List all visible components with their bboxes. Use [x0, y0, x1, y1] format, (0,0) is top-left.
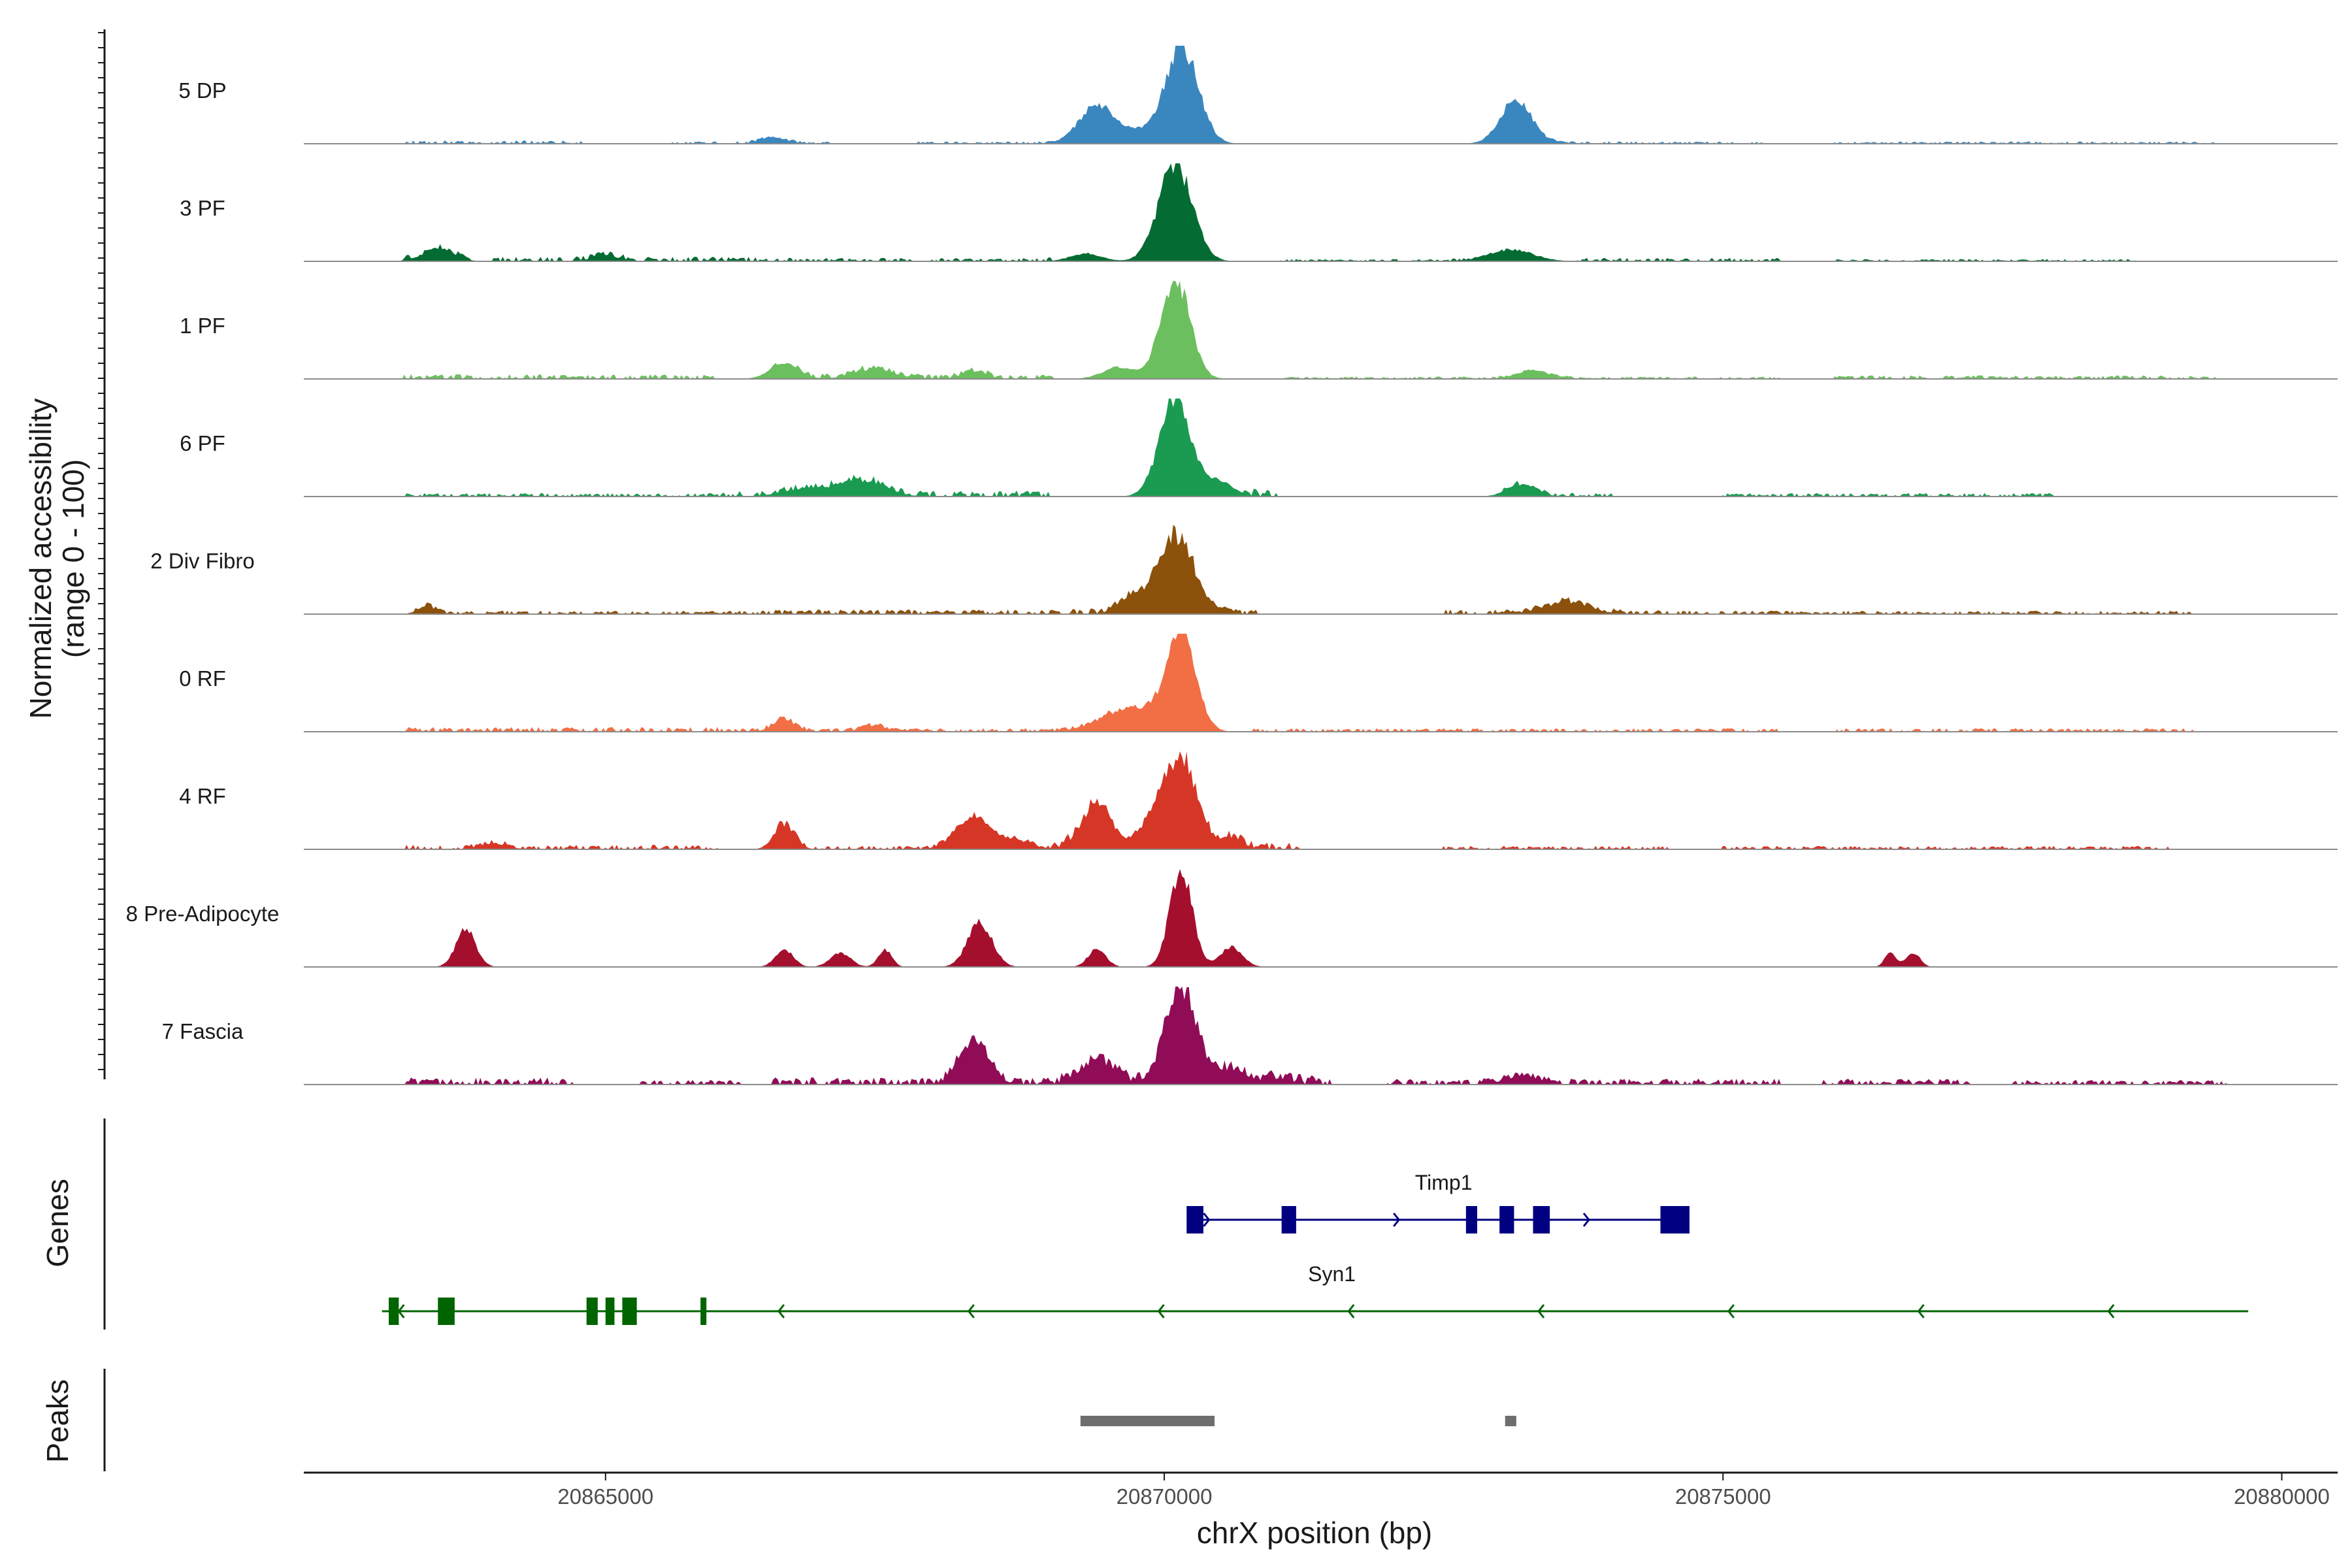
gene-label-timp1: Timp1: [1415, 1171, 1473, 1194]
strand-arrow-icon: [777, 1304, 785, 1318]
peak-region: [1505, 1416, 1516, 1426]
gene-syn1: Syn1: [382, 1262, 2249, 1325]
exon: [1499, 1206, 1514, 1233]
exon: [438, 1298, 455, 1325]
track-label-1-pf: 1 PF: [180, 314, 225, 338]
track-labels: 5 DP 3 PF 1 PF 6 PF 2 Div Fibro 0 RF 4 RF 8 Pre…: [126, 78, 280, 1043]
exon: [605, 1298, 615, 1325]
genes-panel: Timp1 Syn1: [382, 1171, 2249, 1325]
coverage-area-7-fascia: [304, 987, 2338, 1085]
peaks-panel-title: Peaks: [41, 1379, 74, 1463]
coverage-area-4-rf: [304, 751, 2338, 849]
x-tick-label: 20875000: [1675, 1484, 1771, 1509]
track-label-7-fascia: 7 Fascia: [162, 1019, 244, 1043]
gene-timp1: Timp1: [1186, 1171, 1690, 1233]
track-label-4-rf: 4 RF: [179, 784, 226, 808]
x-tick-label: 20880000: [2234, 1484, 2330, 1509]
coverage-area-8-pre-adipocyte: [304, 869, 2338, 967]
strand-arrow-icon: [1917, 1304, 1925, 1318]
strand-arrow-icon: [2107, 1304, 2115, 1318]
x-tick-label: 20865000: [557, 1484, 653, 1509]
peak-region: [1080, 1416, 1215, 1426]
strand-arrow-icon: [1157, 1304, 1165, 1318]
strand-arrow-icon: [1582, 1213, 1590, 1227]
strand-arrow-icon: [967, 1304, 975, 1318]
track-label-6-pf: 6 PF: [180, 431, 225, 455]
coverage-tracks: [304, 46, 2338, 1085]
strand-arrow-icon: [1393, 1213, 1401, 1227]
x-axis-title: chrX position (bp): [1197, 1516, 1433, 1550]
track-label-3-pf: 3 PF: [180, 196, 225, 220]
gene-label-syn1: Syn1: [1308, 1262, 1356, 1286]
track-label-2-div-fibro: 2 Div Fibro: [150, 549, 255, 573]
track-label-5-dp: 5 DP: [178, 78, 226, 103]
coverage-area-2-div-fibro: [304, 525, 2338, 614]
coverage-area-6-pf: [304, 399, 2338, 497]
exon: [1465, 1206, 1477, 1233]
track-label-8-pre-adipocyte: 8 Pre-Adipocyte: [126, 902, 280, 926]
exon: [1660, 1206, 1690, 1233]
strand-arrow-icon: [1203, 1213, 1211, 1227]
y-axis-subtitle: (range 0 - 100): [56, 459, 90, 658]
x-tick-label: 20870000: [1117, 1484, 1213, 1509]
axes: 20865000 20870000 20875000 20880000: [98, 29, 2338, 1509]
track-label-0-rf: 0 RF: [179, 666, 226, 691]
exon: [700, 1298, 707, 1325]
exon: [622, 1298, 637, 1325]
coverage-area-1-pf: [304, 281, 2338, 379]
genes-panel-title: Genes: [41, 1179, 74, 1267]
coverage-area-3-pf: [304, 163, 2338, 261]
y-axis-title: Normalized accessibility: [24, 399, 57, 719]
exon: [388, 1298, 399, 1325]
peaks-panel: [1080, 1416, 1516, 1426]
exon: [1281, 1206, 1296, 1233]
coverage-area-5-dp: [304, 46, 2338, 144]
exon: [1186, 1206, 1203, 1233]
exon: [1533, 1206, 1550, 1233]
strand-arrow-icon: [1537, 1304, 1545, 1318]
strand-arrow-icon: [1727, 1304, 1735, 1318]
strand-arrow-icon: [1347, 1304, 1355, 1318]
coverage-area-0-rf: [304, 634, 2338, 732]
exon: [586, 1298, 598, 1325]
